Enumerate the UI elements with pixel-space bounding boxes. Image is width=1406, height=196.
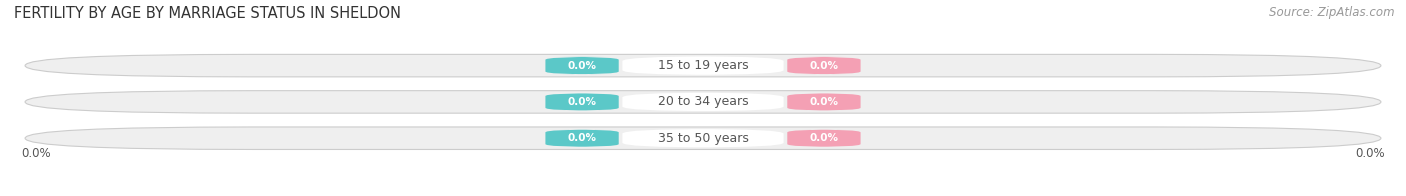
Text: 20 to 34 years: 20 to 34 years (658, 95, 748, 108)
FancyBboxPatch shape (623, 129, 783, 147)
Text: 0.0%: 0.0% (810, 97, 838, 107)
FancyBboxPatch shape (623, 93, 783, 111)
Text: 0.0%: 0.0% (810, 61, 838, 71)
Text: 15 to 19 years: 15 to 19 years (658, 59, 748, 72)
FancyBboxPatch shape (25, 54, 1381, 77)
Text: FERTILITY BY AGE BY MARRIAGE STATUS IN SHELDON: FERTILITY BY AGE BY MARRIAGE STATUS IN S… (14, 6, 401, 21)
FancyBboxPatch shape (787, 93, 860, 111)
Text: 0.0%: 0.0% (810, 133, 838, 143)
Text: 0.0%: 0.0% (1355, 147, 1385, 160)
Text: 35 to 50 years: 35 to 50 years (658, 132, 748, 145)
Text: Source: ZipAtlas.com: Source: ZipAtlas.com (1270, 6, 1395, 19)
Text: 0.0%: 0.0% (568, 97, 596, 107)
FancyBboxPatch shape (787, 129, 860, 147)
FancyBboxPatch shape (787, 57, 860, 74)
FancyBboxPatch shape (25, 91, 1381, 113)
Text: 0.0%: 0.0% (568, 61, 596, 71)
FancyBboxPatch shape (623, 56, 783, 75)
FancyBboxPatch shape (546, 93, 619, 111)
FancyBboxPatch shape (25, 127, 1381, 150)
Text: 0.0%: 0.0% (568, 133, 596, 143)
FancyBboxPatch shape (546, 129, 619, 147)
Text: 0.0%: 0.0% (21, 147, 51, 160)
FancyBboxPatch shape (546, 57, 619, 74)
